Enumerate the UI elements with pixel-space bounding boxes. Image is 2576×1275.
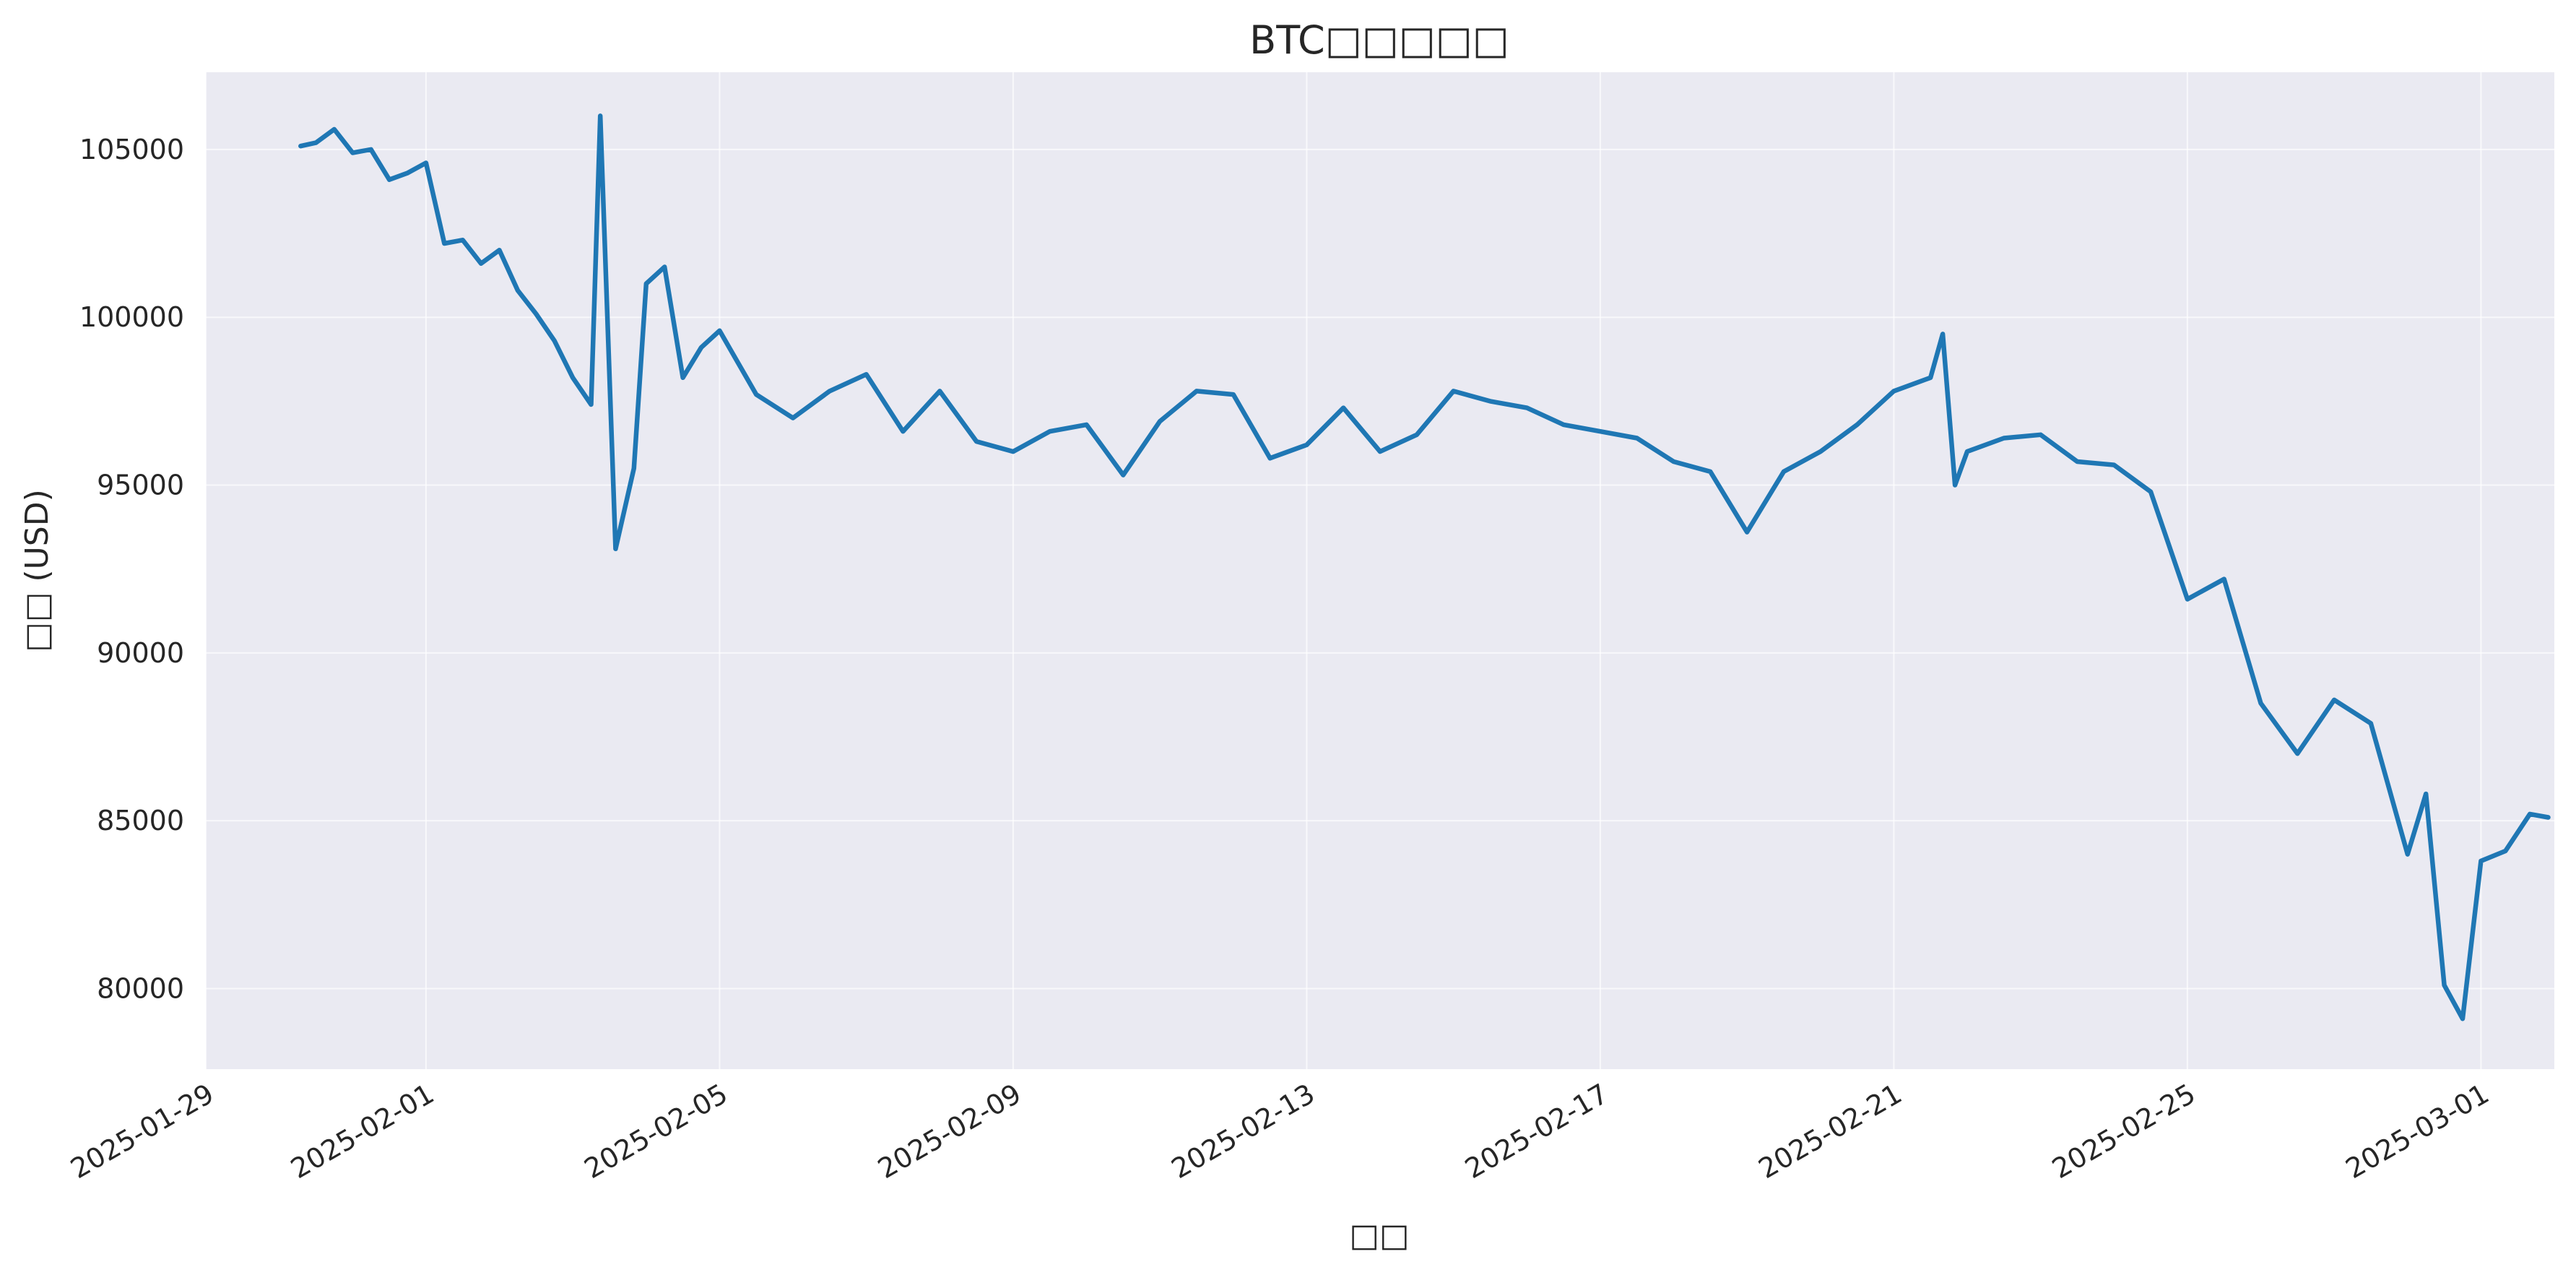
x-gridlines (205, 72, 2482, 1069)
y-tick-label: 85000 (97, 805, 184, 837)
plot-area (206, 72, 2554, 1069)
x-axis-ticks: 2025-01-29 2025-02-01 2025-02-05 2025-02-09… (65, 1078, 2494, 1185)
x-tick-label: 2025-02-13 (1166, 1078, 1320, 1185)
y-axis-ticks: 80000 85000 90000 95000 100000 105000 (79, 134, 184, 1005)
x-tick-label: 2025-02-17 (1460, 1078, 1613, 1185)
y-tick-label: 105000 (79, 134, 184, 165)
x-tick-label: 2025-02-25 (2047, 1078, 2200, 1185)
chart-title: BTC□□□□□ (1249, 17, 1509, 63)
y-axis-label: □□ (USD) (19, 489, 56, 652)
x-tick-label: 2025-01-29 (65, 1078, 219, 1185)
y-tick-label: 80000 (97, 972, 184, 1004)
x-axis-label: □□ (1349, 1217, 1409, 1254)
x-tick-label: 2025-03-01 (2341, 1078, 2494, 1185)
x-tick-label: 2025-02-01 (285, 1078, 439, 1185)
y-tick-label: 100000 (79, 301, 184, 333)
y-gridlines (206, 148, 2554, 990)
price-series-line (298, 113, 2551, 1021)
x-tick-label: 2025-02-21 (1753, 1078, 1907, 1185)
y-tick-label: 90000 (97, 637, 184, 669)
y-tick-label: 95000 (97, 470, 184, 501)
x-tick-label: 2025-02-09 (872, 1078, 1026, 1185)
x-tick-label: 2025-02-05 (579, 1078, 733, 1185)
